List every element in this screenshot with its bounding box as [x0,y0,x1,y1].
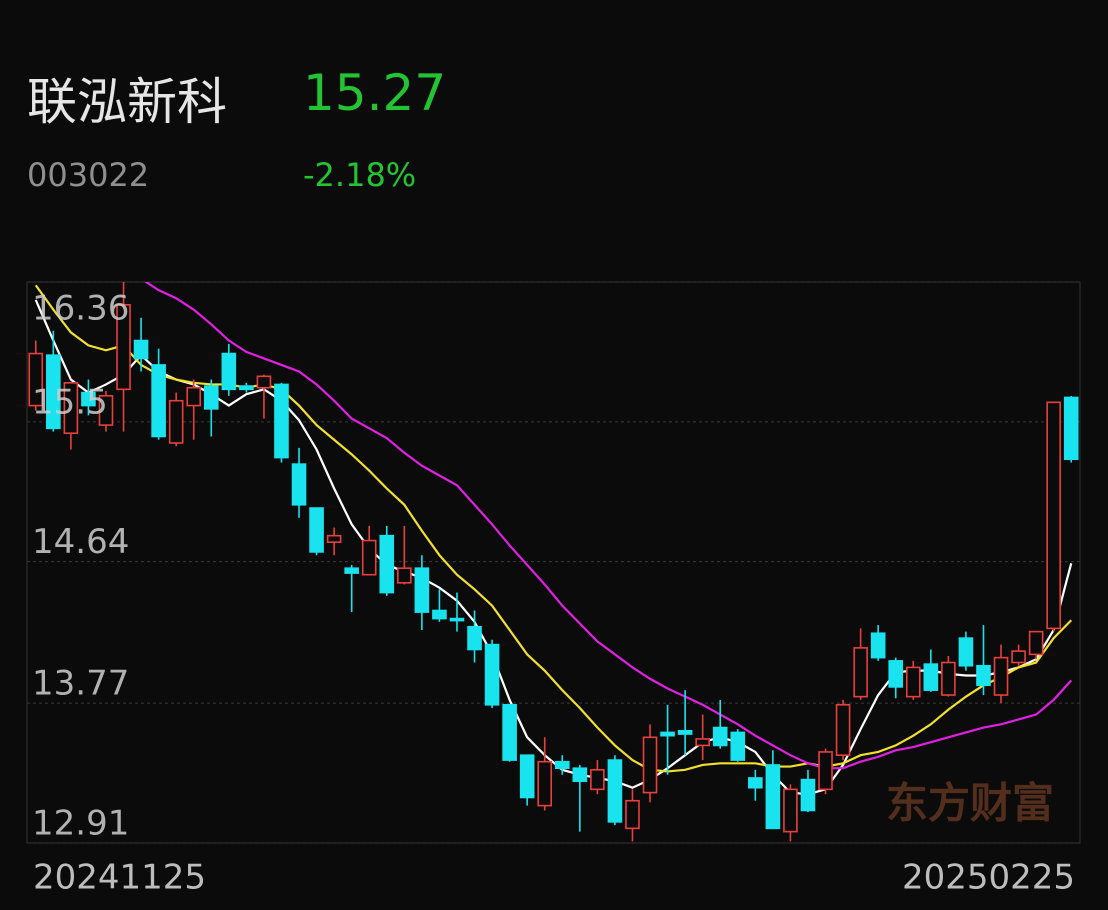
candle-body [554,760,570,770]
candle-body [256,375,272,389]
candle-body [730,731,746,761]
candle-body [660,731,675,737]
candle-body [783,788,798,833]
candle-body [905,666,921,698]
candle-body [572,767,588,783]
candle-body [46,354,61,430]
candle-body [625,799,640,830]
candle-body [800,778,816,812]
candle-body [326,534,342,543]
candle-body [748,777,763,789]
price-change: -2.18% [303,156,417,194]
candle-body [853,647,868,698]
candle-body [677,729,693,735]
candle-body [361,539,377,576]
plot-frame [26,281,1081,844]
x-tick-label: 20241125 [33,858,206,898]
candle-body [1063,396,1079,461]
candle-body [976,664,991,687]
candle-body [958,637,974,667]
candle-body [432,609,447,620]
candle-body [239,385,254,391]
candle-body [151,364,166,438]
y-tick-label: 15.5 [32,382,108,422]
moving-average-line [34,299,1073,796]
candle-body [765,764,781,830]
candle-body [712,726,728,747]
candle-body [818,751,833,791]
candle-body [519,754,535,799]
candle-body [870,632,886,659]
candle-body [291,463,307,506]
candle-body [695,738,710,747]
y-tick-label: 16.36 [32,289,129,329]
candle-body [923,663,939,691]
candle-body [63,382,79,435]
stock-price: 15.27 [303,64,447,122]
y-tick-label: 14.64 [32,522,129,562]
candle-body [1028,630,1044,656]
candle-body [642,736,658,794]
candle-body [309,507,324,553]
y-tick-label: 12.91 [32,804,129,844]
candle-body [221,352,237,391]
candle-body [203,385,219,410]
candle-body [502,703,517,761]
moving-average-line [144,282,1073,770]
candle-body [397,567,412,584]
stock-code: 003022 [27,156,150,194]
candle-body [484,643,500,706]
candle-body [993,656,1009,696]
candle-body [168,399,184,444]
moving-average-line [34,284,1073,773]
stock-name: 联泓新科 [27,73,227,131]
candle-body [1011,650,1026,664]
candle-body [116,303,131,391]
candle-body [941,661,956,696]
candle-body [186,386,202,407]
candle-body [467,625,482,651]
candle-body [590,769,605,791]
watermark: 东方财富 [886,779,1054,828]
candle-body [274,383,289,459]
candle-body [607,759,623,823]
candle-body [888,660,904,688]
candle-body [835,703,851,756]
candle-body [133,339,149,360]
candle-body [81,391,96,407]
candle-body [98,395,114,426]
candle-body [1046,401,1061,630]
candle-body [379,534,395,594]
candle-body [414,567,430,613]
x-tick-label: 20250225 [902,858,1075,898]
y-tick-label: 13.77 [32,664,129,704]
candle-body [344,567,359,574]
candle-body [537,760,553,807]
candle-body [449,617,465,622]
candle-body [28,352,44,407]
